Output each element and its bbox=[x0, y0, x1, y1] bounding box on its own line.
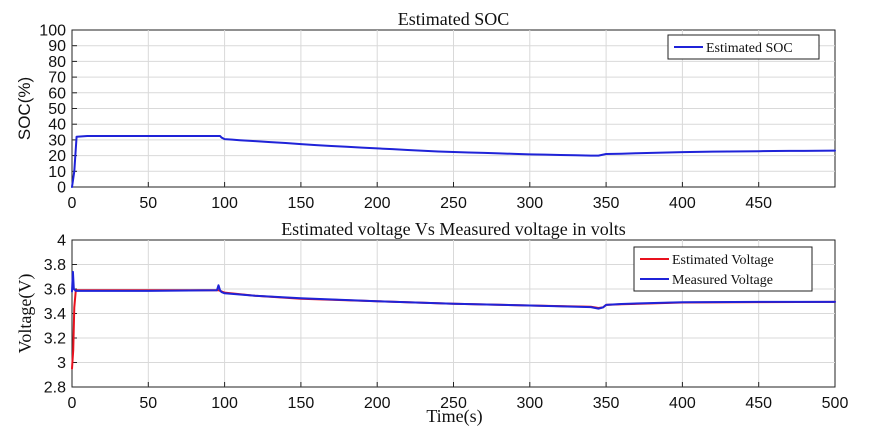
voltage-legend-label-1: Estimated Voltage bbox=[672, 253, 774, 268]
voltage-x-tick-label: 250 bbox=[440, 395, 467, 412]
soc-y-tick-label: 10 bbox=[48, 164, 66, 181]
soc-y-tick-label: 50 bbox=[48, 101, 66, 118]
voltage-x-axis-label: Time(s) bbox=[426, 406, 482, 427]
voltage-y-tick-label: 3.2 bbox=[44, 331, 66, 348]
voltage-series-line-2 bbox=[71, 270, 836, 310]
voltage-y-tick-label: 3.4 bbox=[44, 306, 66, 323]
soc-chart: 0 50 100 150 200 250 300 350 400 4500102030405060… bbox=[15, 9, 836, 212]
soc-x-tick-label: 200 bbox=[364, 195, 391, 212]
voltage-x-tick-label: 0 bbox=[68, 395, 77, 412]
voltage-legend-label-2: Measured Voltage bbox=[672, 273, 773, 288]
voltage-y-tick-label: 2.8 bbox=[44, 380, 66, 397]
soc-legend-label-1: Estimated SOC bbox=[706, 41, 793, 56]
soc-y-tick-label: 30 bbox=[48, 132, 66, 149]
voltage-legend-box bbox=[633, 246, 813, 292]
voltage-x-tick-label: 500 bbox=[822, 395, 849, 412]
soc-y-axis-label: SOC(%) bbox=[15, 77, 34, 140]
soc-x-tick-label: 100 bbox=[211, 195, 238, 212]
soc-x-tick-label: 300 bbox=[516, 195, 543, 212]
voltage-legend: Estimated Voltage Measured Voltage bbox=[633, 246, 813, 292]
voltage-y-axis-label: Voltage(V) bbox=[15, 274, 36, 354]
voltage-y-tick-label: 4 bbox=[57, 233, 66, 250]
soc-x-tick-label: 50 bbox=[139, 195, 157, 212]
soc-y-tick-label: 90 bbox=[48, 38, 66, 55]
voltage-x-tick-label: 350 bbox=[593, 395, 620, 412]
soc-y-tick-label: 100 bbox=[39, 23, 66, 40]
voltage-x-tick-label: 200 bbox=[364, 395, 391, 412]
soc-y-tick-label: 60 bbox=[48, 85, 66, 102]
soc-chart-title: Estimated SOC bbox=[398, 9, 510, 29]
voltage-x-tick-label: 450 bbox=[745, 395, 772, 412]
voltage-y-tick-label: 3.6 bbox=[44, 282, 66, 299]
voltage-x-tick-label: 150 bbox=[288, 395, 315, 412]
soc-y-tick-label: 80 bbox=[48, 54, 66, 71]
soc-x-tick-label: 150 bbox=[288, 195, 315, 212]
voltage-chart: 0 50 100 150 200 250 300 350 400 450 500 2.8 3 3.2 3.4… bbox=[15, 219, 848, 427]
soc-y-tick-label: 70 bbox=[48, 70, 66, 87]
soc-legend: Estimated SOC bbox=[667, 34, 820, 60]
soc-y-tick-label: 0 bbox=[57, 180, 66, 197]
soc-y-tick-label: 20 bbox=[48, 148, 66, 165]
soc-x-tick-label: 450 bbox=[745, 195, 772, 212]
soc-x-tick-label: 350 bbox=[593, 195, 620, 212]
soc-x-tick-label: 0 bbox=[68, 195, 77, 212]
soc-x-tick-label: 400 bbox=[669, 195, 696, 212]
soc-series-line-1 bbox=[71, 134, 836, 188]
voltage-x-tick-label: 400 bbox=[669, 395, 696, 412]
voltage-y-tick-label: 3 bbox=[57, 355, 66, 372]
voltage-y-tick-label: 3.8 bbox=[44, 257, 66, 274]
soc-y-tick-label: 40 bbox=[48, 117, 66, 134]
voltage-x-tick-label: 100 bbox=[211, 395, 238, 412]
voltage-x-tick-label: 300 bbox=[516, 395, 543, 412]
soc-x-tick-label: 250 bbox=[440, 195, 467, 212]
voltage-chart-title: Estimated voltage Vs Measured voltage in… bbox=[281, 219, 626, 239]
voltage-x-tick-label: 50 bbox=[139, 395, 157, 412]
